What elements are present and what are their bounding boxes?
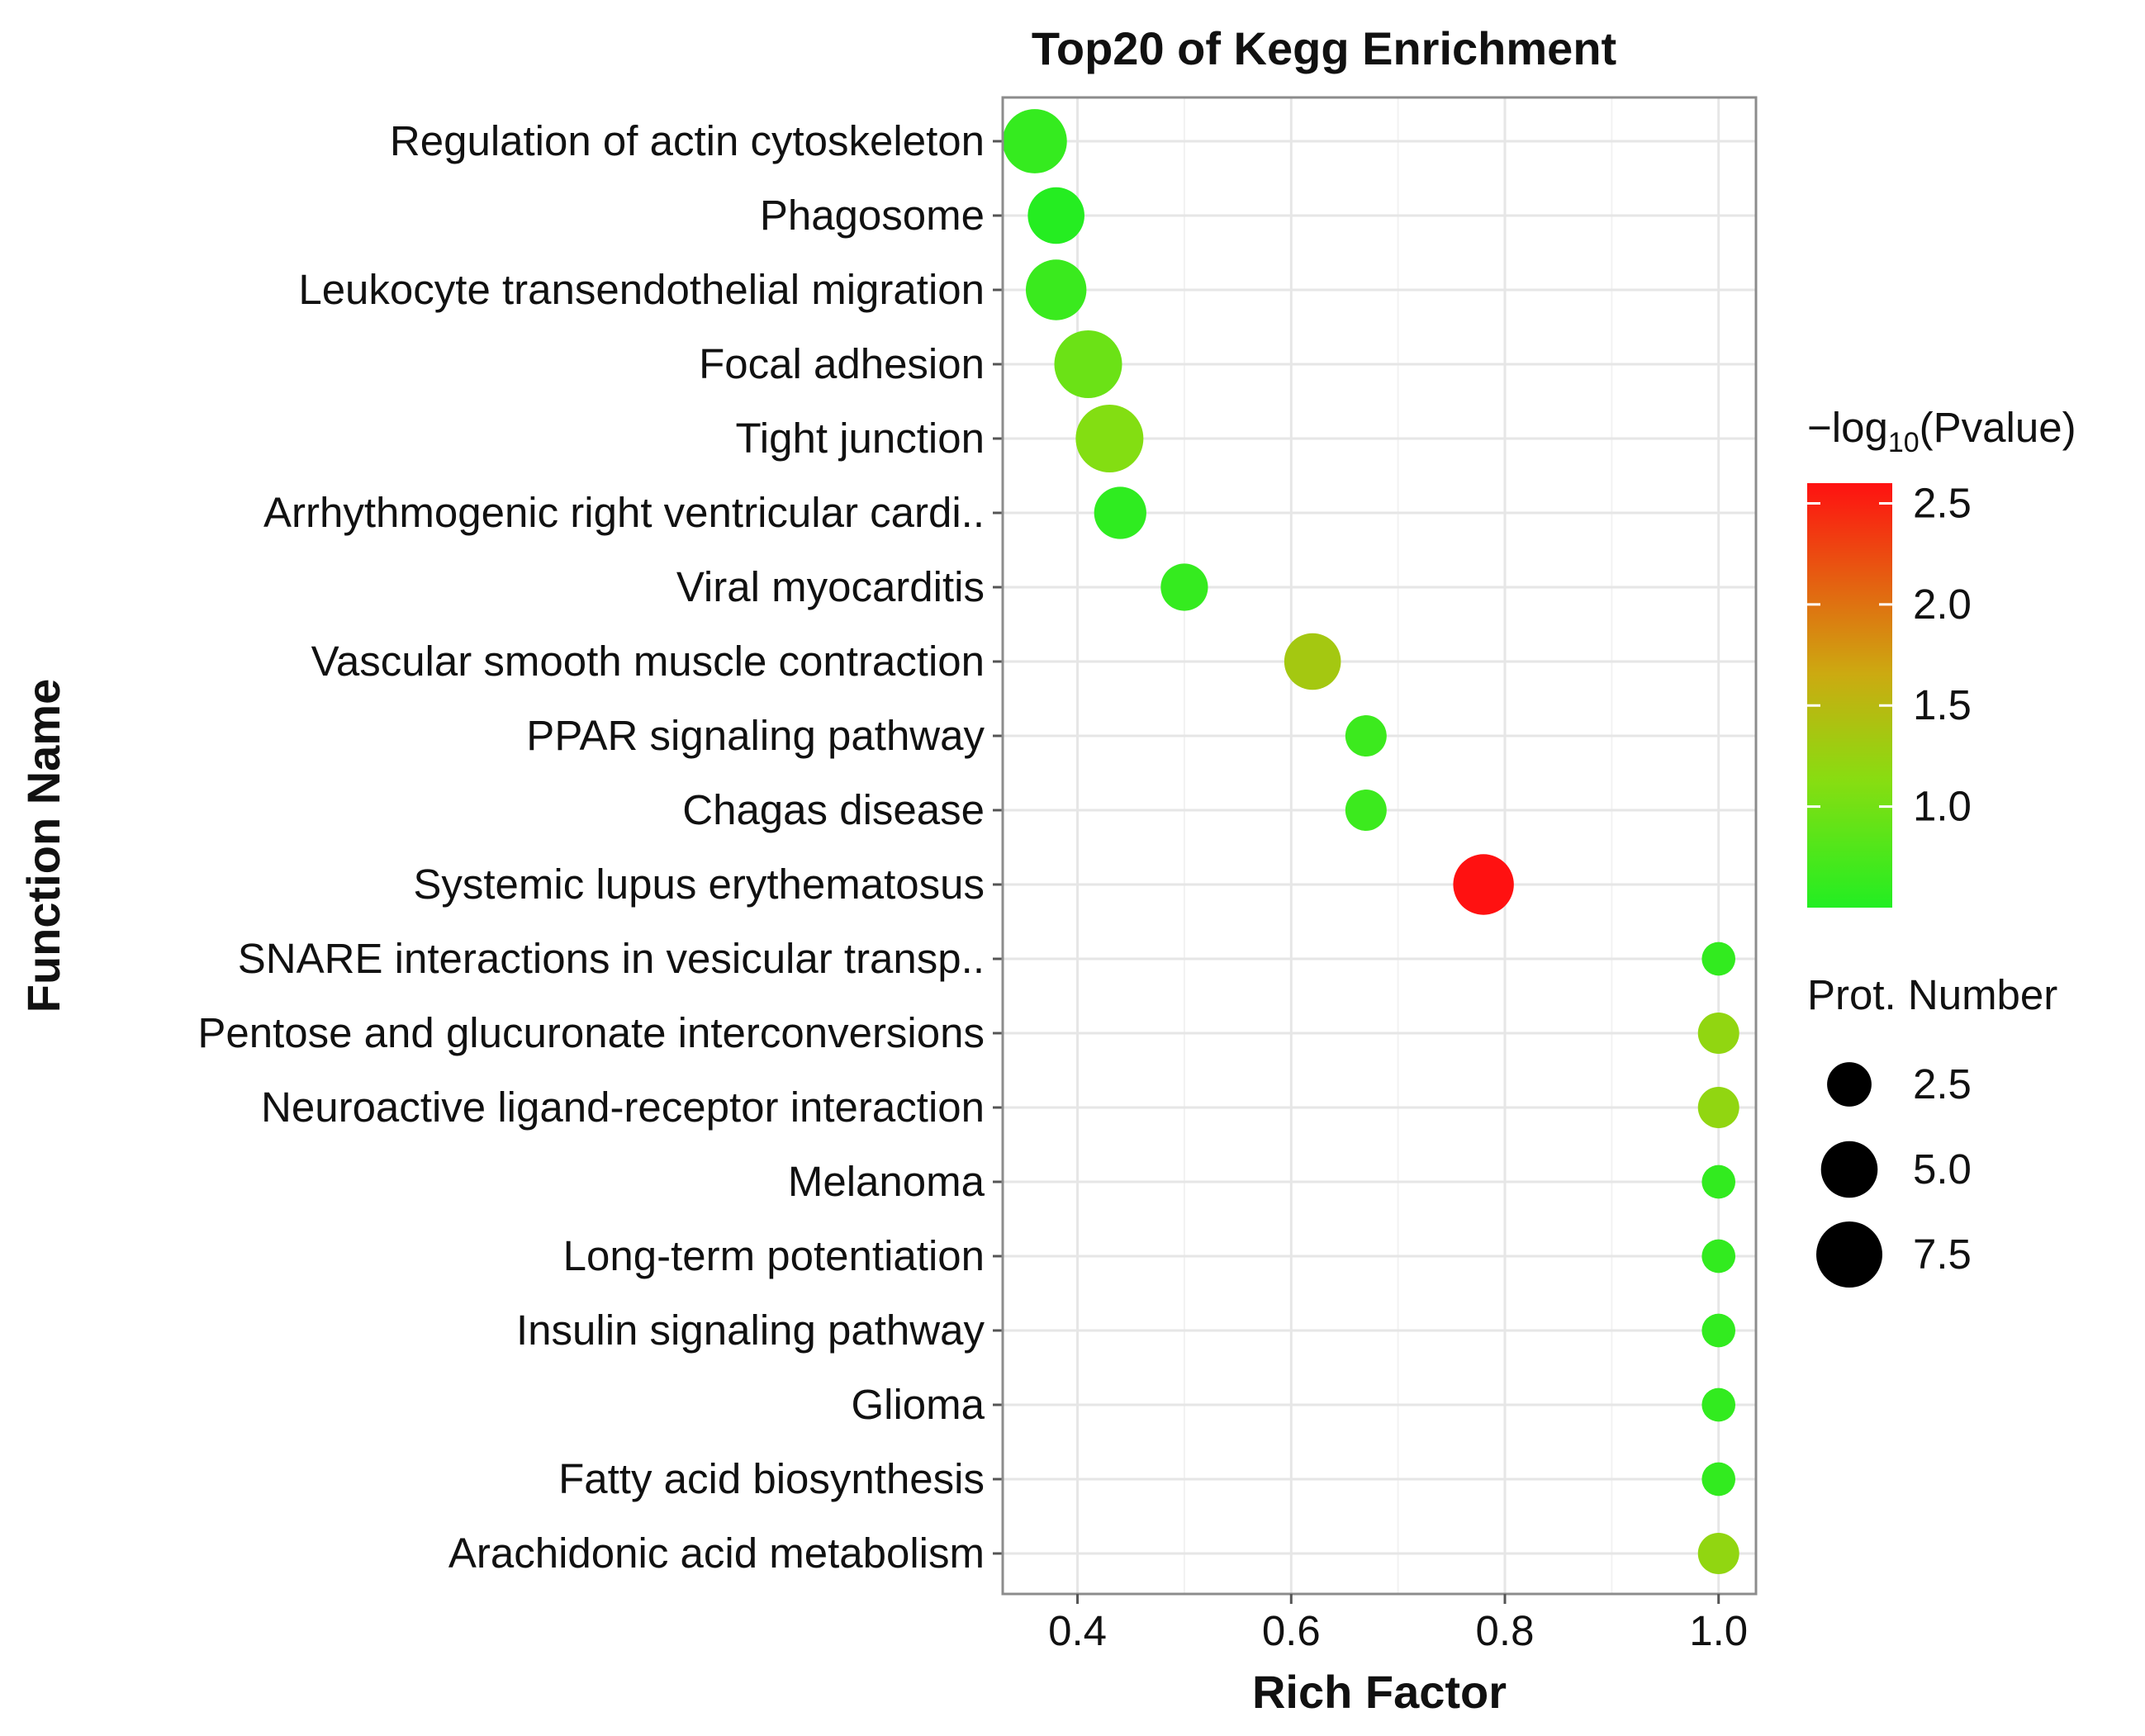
y-category-label: Melanoma	[788, 1158, 985, 1205]
color-legend: −log10(Pvalue) 2.5 2.0 1.5 1.0	[1807, 404, 2076, 908]
data-point	[1002, 109, 1067, 173]
y-category-label: Glioma	[851, 1381, 985, 1428]
y-category-label: Focal adhesion	[699, 340, 985, 387]
y-category-label: Regulation of actin cytoskeleton	[390, 117, 985, 164]
x-axis-title: Rich Factor	[1252, 1666, 1507, 1718]
y-category-label: PPAR signaling pathway	[526, 712, 985, 759]
y-axis-title: Function Name	[17, 679, 69, 1013]
grid-layer	[1003, 97, 1756, 1594]
colorbar-ticks: 2.5 2.0 1.5 1.0	[1807, 479, 1972, 830]
size-legend-dot	[1816, 1221, 1882, 1288]
data-point	[1345, 715, 1387, 757]
color-legend-title-subscript: 10	[1888, 427, 1920, 458]
size-legend: Prot. Number 2.5 5.0 7.5	[1807, 971, 2057, 1288]
colorbar-tick-label: 2.5	[1913, 479, 1972, 526]
size-legend-label: 5.0	[1913, 1145, 1972, 1193]
data-point	[1701, 1164, 1736, 1199]
y-category-label: Arachidonic acid metabolism	[448, 1530, 985, 1577]
size-legend-label: 2.5	[1913, 1060, 1972, 1108]
colorbar-tick-label: 1.0	[1913, 783, 1972, 830]
data-point	[1453, 854, 1514, 915]
y-category-label: Chagas disease	[682, 786, 985, 833]
y-category-label: Tight junction	[736, 415, 985, 462]
data-point	[1701, 1313, 1736, 1348]
x-axis-ticks: 0.4 0.6 0.8 1.0	[1048, 1594, 1748, 1654]
data-points	[1002, 109, 1739, 1574]
colorbar-tick-label: 1.5	[1913, 681, 1972, 728]
chart-title: Top20 of Kegg Enrichment	[1032, 22, 1616, 74]
y-category-label: Phagosome	[760, 192, 985, 239]
y-category-label: Systemic lupus erythematosus	[413, 861, 985, 908]
y-category-label: Viral myocarditis	[676, 563, 985, 610]
panel-border	[1001, 96, 1758, 1596]
data-point	[1160, 563, 1208, 611]
y-category-label: Vascular smooth muscle contraction	[311, 638, 985, 685]
size-legend-dot	[1827, 1062, 1872, 1107]
data-point	[1075, 405, 1144, 472]
data-point	[1697, 1087, 1739, 1128]
color-legend-title-suffix: (Pvalue)	[1920, 404, 2076, 451]
data-point	[1025, 259, 1087, 320]
data-point	[1701, 942, 1736, 976]
colorbar	[1807, 483, 1892, 908]
y-category-label: Insulin signaling pathway	[516, 1307, 985, 1354]
size-legend-dot	[1820, 1141, 1878, 1198]
y-category-label: Arrhythmogenic right ventricular cardi..	[263, 489, 985, 536]
data-point	[1701, 1239, 1736, 1274]
color-legend-title-prefix: −log	[1807, 404, 1888, 451]
data-point	[1284, 633, 1341, 690]
y-category-label: Fatty acid biosynthesis	[558, 1455, 985, 1502]
x-tick-label: 0.4	[1048, 1607, 1107, 1654]
y-axis-category-labels: Regulation of actin cytoskeleton Phagosom…	[197, 117, 1003, 1577]
data-point	[1054, 330, 1122, 398]
data-point	[1701, 1462, 1736, 1496]
y-category-label: SNARE interactions in vesicular transp..	[238, 935, 985, 982]
color-legend-title: −log10(Pvalue)	[1807, 404, 2076, 458]
data-point	[1697, 1533, 1739, 1574]
colorbar-tick-label: 2.0	[1913, 581, 1972, 628]
size-legend-label: 7.5	[1913, 1231, 1972, 1278]
data-point	[1701, 1387, 1736, 1422]
x-tick-label: 0.6	[1262, 1607, 1321, 1654]
data-point	[1027, 187, 1084, 244]
data-point	[1697, 1013, 1739, 1054]
x-tick-label: 0.8	[1476, 1607, 1535, 1654]
y-category-label: Long-term potentiation	[563, 1232, 985, 1279]
y-category-label: Pentose and glucuronate interconversions	[197, 1009, 985, 1056]
y-category-label: Neuroactive ligand-receptor interaction	[261, 1084, 985, 1131]
size-legend-items: 2.5 5.0 7.5	[1816, 1060, 1972, 1288]
x-tick-label: 1.0	[1689, 1607, 1748, 1654]
y-category-label: Leukocyte transendothelial migration	[298, 266, 985, 313]
data-point	[1094, 486, 1146, 539]
data-point	[1345, 790, 1387, 831]
size-legend-title: Prot. Number	[1807, 971, 2057, 1018]
